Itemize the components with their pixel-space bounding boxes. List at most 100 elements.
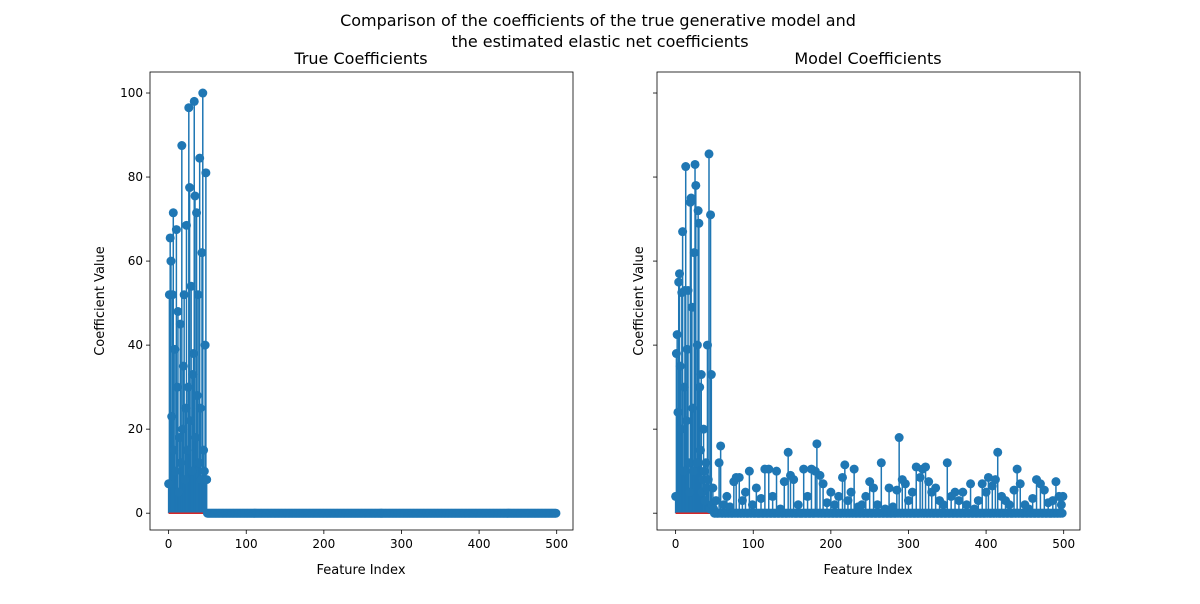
stem-marker [199, 445, 209, 455]
stem-marker [931, 483, 941, 493]
stem-marker [179, 290, 189, 300]
axes-frame [656, 71, 1081, 531]
stem-marker [1028, 493, 1038, 503]
y-tick-label: 0 [135, 506, 143, 520]
x-tick-label: 400 [468, 537, 491, 551]
stem-marker [993, 447, 1003, 457]
stem-marker [681, 162, 691, 172]
stem-marker [716, 441, 726, 451]
stem-marker [700, 496, 710, 506]
stem-marker [183, 382, 193, 392]
stem-marker [188, 349, 198, 359]
stem-marker [884, 483, 894, 493]
y-axis-label: Coefficient Value [632, 246, 647, 356]
stem-marker [973, 496, 983, 506]
x-tick-label: 100 [235, 537, 258, 551]
stem-marker [744, 466, 754, 476]
stem-marker [737, 496, 747, 506]
axes-title: Model Coefficients [794, 49, 941, 68]
stem-marker [185, 183, 195, 193]
stem-marker [686, 193, 696, 203]
stem-marker [182, 445, 192, 455]
stem-marker [675, 361, 685, 371]
stem-marker [861, 491, 871, 501]
stem-marker [675, 269, 685, 279]
stem-marker [676, 424, 686, 434]
stem-marker [683, 285, 693, 295]
stem-marker [704, 149, 714, 159]
stem-marker [1057, 508, 1067, 518]
stem-marker [199, 466, 209, 476]
stem-marker [185, 416, 195, 426]
stem-marker [799, 464, 809, 474]
stem-marker [689, 248, 699, 258]
stem-marker [722, 491, 732, 501]
stem-marker [172, 382, 182, 392]
stem-marker [193, 290, 203, 300]
stem-marker [1058, 491, 1068, 501]
x-tick-label: 200 [819, 537, 842, 551]
stem-marker [900, 479, 910, 489]
stem-marker [692, 340, 702, 350]
stem-marker [699, 466, 709, 476]
stem-marker [194, 458, 204, 468]
stem-series [671, 149, 1068, 518]
stem-marker [186, 281, 196, 291]
stem-marker [174, 433, 184, 443]
stem-marker [192, 391, 202, 401]
y-tick-label: 20 [128, 422, 143, 436]
stem-marker [966, 479, 976, 489]
stem-marker [187, 466, 197, 476]
stem-marker [1004, 500, 1014, 510]
stem-marker [894, 433, 904, 443]
stem-marker [184, 103, 194, 113]
stem-marker [672, 330, 682, 340]
stem-marker [189, 96, 199, 106]
y-axis-label: Coefficient Value [93, 246, 108, 356]
stem-marker [915, 472, 925, 482]
stem-marker [684, 458, 694, 468]
stem-marker [840, 460, 850, 470]
stem-marker [714, 458, 724, 468]
stem-marker [981, 487, 991, 497]
stem-marker [690, 159, 700, 169]
stem-marker [942, 458, 952, 468]
stem-marker [768, 491, 778, 501]
stem-marker [175, 319, 185, 329]
stem-marker [772, 466, 782, 476]
stem-marker [178, 424, 188, 434]
stem-marker [892, 485, 902, 495]
stem-marker [764, 464, 774, 474]
stem-marker [1056, 500, 1066, 510]
stem-marker [849, 464, 859, 474]
stem-marker [924, 477, 934, 487]
axes-frame [149, 71, 574, 531]
stem-marker [180, 475, 190, 485]
x-tick-label: 300 [390, 537, 413, 551]
stem-marker [695, 382, 705, 392]
stem-marker [688, 403, 698, 413]
y-tick-label: 100 [120, 86, 143, 100]
stem-marker [708, 483, 718, 493]
stem-marker [706, 210, 716, 220]
stem-marker [195, 153, 205, 163]
stem-marker [671, 349, 681, 359]
stem-marker [983, 472, 993, 482]
stem-marker [843, 496, 853, 506]
stem-marker [837, 472, 847, 482]
stem-marker [1012, 464, 1022, 474]
stem-marker [687, 302, 697, 312]
stem-marker [674, 277, 684, 287]
stem-marker [751, 483, 761, 493]
stem-marker [903, 496, 913, 506]
stem-marker [696, 370, 706, 380]
stem-marker [990, 475, 1000, 485]
stem-marker [958, 487, 968, 497]
stem-marker [191, 433, 201, 443]
stem-marker [793, 500, 803, 510]
stem-marker [702, 483, 712, 493]
stem-series [164, 88, 561, 518]
stem-marker [740, 487, 750, 497]
stem-marker [921, 462, 931, 472]
